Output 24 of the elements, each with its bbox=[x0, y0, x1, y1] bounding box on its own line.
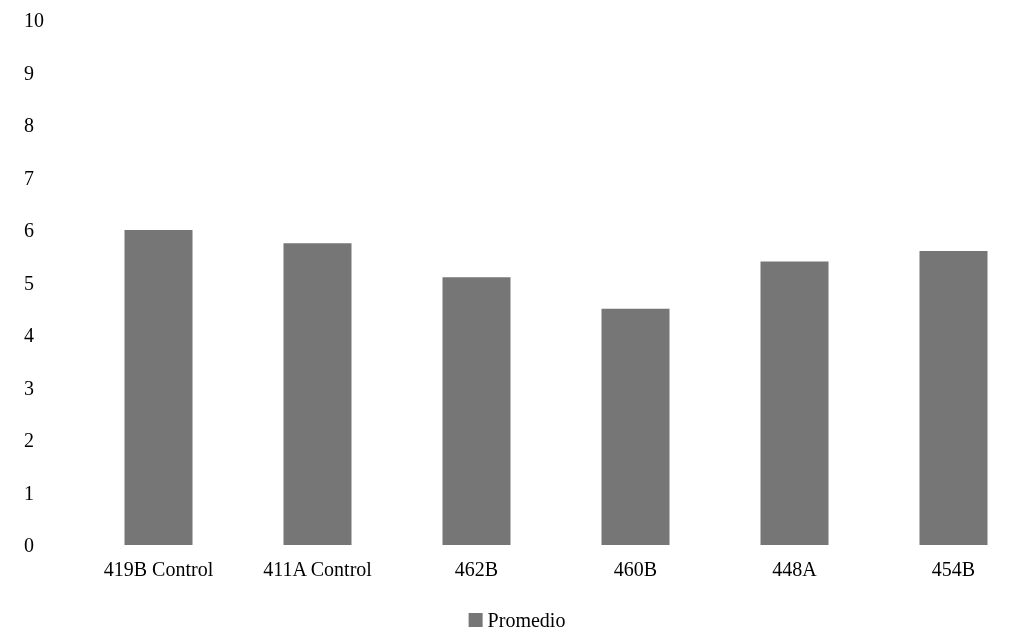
y-tick-label: 2 bbox=[24, 429, 34, 451]
y-tick-label: 6 bbox=[24, 219, 34, 241]
x-tick-label: 462B bbox=[454, 558, 499, 580]
bar bbox=[919, 251, 988, 545]
y-tick-label: 3 bbox=[24, 376, 34, 399]
legend-label: Promedio bbox=[487, 609, 566, 631]
x-tick-label: 411A Control bbox=[263, 558, 373, 580]
bar bbox=[442, 277, 511, 545]
x-tick-label: 460B bbox=[613, 558, 658, 580]
y-tick-label: 4 bbox=[24, 324, 34, 346]
y-tick-label: 8 bbox=[24, 114, 34, 136]
bar bbox=[601, 308, 670, 545]
x-tick-label: 448A bbox=[772, 558, 818, 580]
bar bbox=[283, 243, 352, 545]
x-tick-label: 454B bbox=[931, 558, 976, 580]
y-tick-label: 7 bbox=[24, 166, 34, 189]
y-tick-label: 0 bbox=[24, 534, 34, 556]
y-tick-label: 1 bbox=[24, 481, 34, 504]
bar bbox=[760, 261, 829, 545]
bar bbox=[124, 230, 193, 545]
y-tick-label: 5 bbox=[24, 271, 34, 294]
y-tick-label: 10 bbox=[24, 9, 44, 31]
x-tick-label: 419B Control bbox=[103, 558, 214, 580]
y-tick-label: 9 bbox=[24, 61, 34, 84]
